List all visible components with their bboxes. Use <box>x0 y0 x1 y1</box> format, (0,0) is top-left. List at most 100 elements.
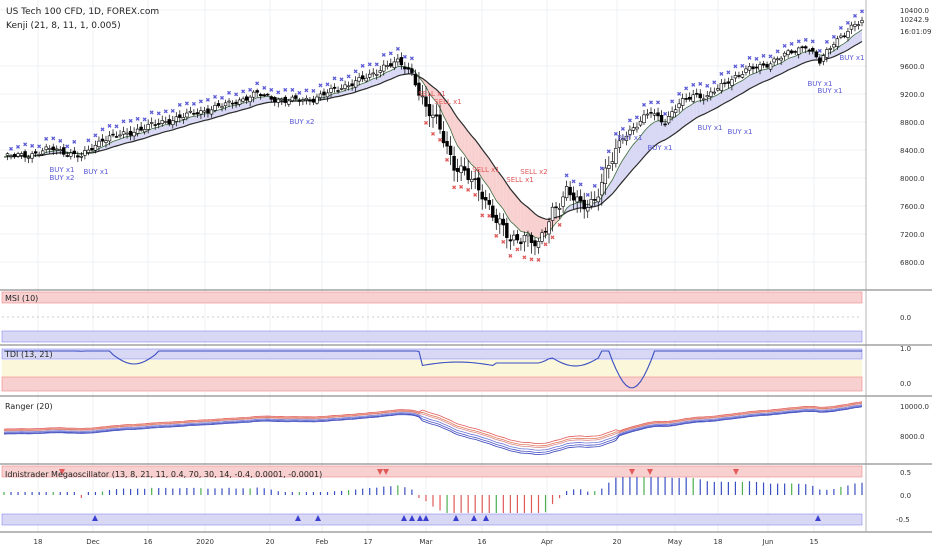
candle-up <box>26 156 31 159</box>
kenji-band-segment <box>193 115 198 124</box>
sell-star-marker: ✖ <box>508 253 513 260</box>
candle-up <box>357 77 361 82</box>
candle-up <box>188 110 193 113</box>
candle-up <box>603 167 608 184</box>
candle-down <box>410 68 414 73</box>
candle-up <box>97 140 101 147</box>
buy-star-marker: ✖ <box>775 49 780 56</box>
chart-symbol-title[interactable]: US Tech 100 CFD, 1D, FOREX.com <box>6 7 159 17</box>
buy-signal-label: BUY x2 <box>289 118 314 126</box>
kenji-band-segment <box>756 70 761 86</box>
kenji-band-segment <box>612 172 616 194</box>
kenji-band-segment <box>605 185 609 201</box>
candle-up <box>846 31 850 38</box>
sell-star-marker: ✖ <box>480 213 485 220</box>
tdi-upper-zone <box>1 348 863 360</box>
kenji-band-segment <box>148 128 152 138</box>
buy-star-marker: ✖ <box>641 102 646 109</box>
kenji-band-segment <box>651 122 655 150</box>
buy-star-marker: ✖ <box>740 63 745 70</box>
kenji-band-segment <box>334 92 339 98</box>
buy-signal-label: BUY x2 <box>49 174 74 182</box>
candle-down <box>297 100 302 102</box>
buy-star-marker: ✖ <box>100 126 105 133</box>
kenji-band-segment <box>190 116 194 125</box>
candle-up <box>385 65 389 67</box>
candle-up <box>174 116 179 122</box>
candle-up <box>371 72 375 75</box>
sell-star-marker: ✖ <box>430 131 435 138</box>
candle-up <box>121 131 126 135</box>
osc-buy-triangle <box>483 515 489 521</box>
kenji-band-segment <box>257 97 261 105</box>
buy-star-marker: ✖ <box>810 39 815 46</box>
candle-down <box>195 112 200 115</box>
kenji-band-segment <box>777 62 782 76</box>
candle-down <box>62 147 66 155</box>
candle-up <box>786 50 790 56</box>
time-tick-label: 20 <box>613 538 622 546</box>
candle-down <box>128 130 133 136</box>
candle-down <box>167 119 171 125</box>
kenji-band-segment <box>682 107 687 128</box>
kenji-study-label[interactable]: Kenji (21, 8, 11, 1, 0.005) <box>6 21 121 31</box>
kenji-band-segment <box>130 135 135 143</box>
candle-up <box>540 232 544 242</box>
candle-down <box>12 153 17 157</box>
kenji-band-segment <box>633 140 637 169</box>
price-tick-label: 8800.0 <box>900 119 925 127</box>
sell-signal-label: SELL x2 <box>520 168 548 176</box>
price-tick-label: 9200.0 <box>900 91 925 99</box>
candle-down <box>230 102 235 105</box>
candle-down <box>413 74 418 86</box>
candle-down <box>311 98 316 103</box>
candle-up <box>30 153 34 159</box>
candle-up <box>747 66 752 71</box>
candle-up <box>318 93 323 99</box>
candle-up <box>691 94 695 102</box>
candle-down <box>804 46 808 49</box>
buy-star-marker: ✖ <box>198 99 203 106</box>
kenji-band-segment <box>253 97 258 107</box>
buy-star-marker: ✖ <box>51 136 56 143</box>
candle-down <box>663 123 667 126</box>
candle-up <box>642 114 646 124</box>
kenji-band-segment <box>225 106 230 115</box>
candle-up <box>635 126 639 130</box>
candle-up <box>346 85 351 88</box>
ranger-tick-label: 10000.0 <box>900 403 929 411</box>
kenji-band-segment <box>229 105 233 114</box>
candle-down <box>455 167 460 172</box>
kenji-band-segment <box>176 121 180 129</box>
candle-up <box>142 129 147 133</box>
sell-star-marker: ✖ <box>529 257 534 264</box>
kenji-band-segment <box>742 77 746 94</box>
buy-star-marker: ✖ <box>276 90 281 97</box>
candle-up <box>237 99 242 105</box>
candle-up <box>44 146 48 150</box>
kenji-band-segment <box>200 113 205 122</box>
buy-star-marker: ✖ <box>269 87 274 94</box>
candle-down <box>216 103 221 107</box>
kenji-band-segment <box>440 93 444 116</box>
osc-buy-triangle <box>315 515 321 521</box>
buy-star-marker: ✖ <box>852 13 857 20</box>
osc-buy-triangle <box>453 515 459 521</box>
candle-down <box>737 75 741 77</box>
buy-star-marker: ✖ <box>388 51 393 58</box>
buy-star-marker: ✖ <box>824 39 829 46</box>
kenji-band-segment <box>774 64 778 78</box>
candle-up <box>768 63 773 70</box>
candle-up <box>392 61 397 69</box>
kenji-band-segment <box>499 173 504 210</box>
tdi-middle-zone <box>2 360 862 377</box>
kenji-band-segment <box>457 118 462 151</box>
candle-down <box>684 98 688 100</box>
candle-down <box>65 155 69 157</box>
kenji-band-segment <box>141 132 145 140</box>
kenji-band-segment <box>366 80 370 89</box>
buy-star-marker: ✖ <box>747 55 752 62</box>
kenji-band-segment <box>626 149 630 177</box>
